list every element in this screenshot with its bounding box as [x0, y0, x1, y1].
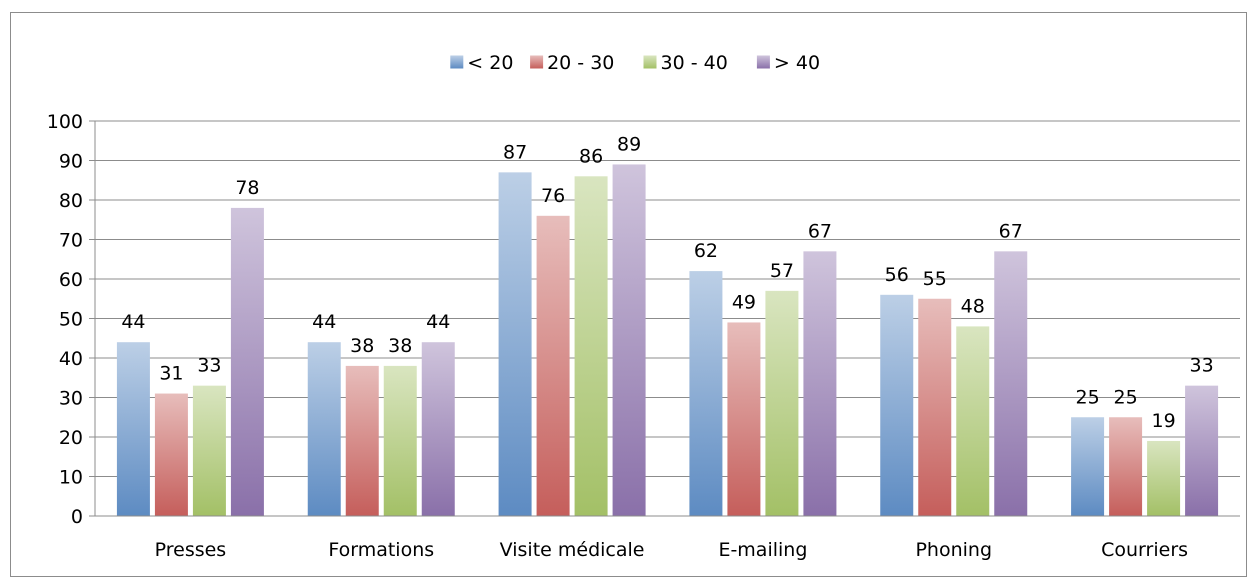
bar [880, 294, 914, 516]
y-tick-label: 50 [59, 309, 83, 331]
bar [727, 322, 761, 516]
data-label: 49 [732, 291, 756, 313]
bar [307, 342, 341, 516]
x-tick-label: Phoning [915, 539, 992, 561]
bar [498, 172, 532, 516]
bar [116, 342, 150, 516]
data-label: 76 [541, 185, 565, 207]
data-label: 44 [426, 311, 450, 333]
bar [536, 215, 570, 517]
data-label: 67 [808, 220, 832, 242]
y-tick-label: 40 [59, 348, 83, 370]
legend-label: > 40 [774, 52, 820, 74]
data-label: 48 [961, 295, 985, 317]
y-tick-label: 70 [59, 230, 83, 252]
x-tick-label: Formations [328, 539, 434, 561]
x-tick-label: Presses [155, 539, 227, 561]
y-tick-label: 0 [71, 506, 83, 528]
bar [230, 207, 264, 516]
x-tick-label: Courriers [1101, 539, 1188, 561]
y-tick-label: 90 [59, 151, 83, 173]
data-label: 86 [579, 145, 603, 167]
data-label: 38 [350, 335, 374, 357]
bars [116, 164, 1219, 517]
legend-swatch [643, 55, 657, 69]
x-tick-label: E-mailing [718, 539, 807, 561]
data-label: 44 [121, 311, 145, 333]
data-label: 55 [923, 268, 947, 290]
bar [918, 298, 952, 516]
data-label: 57 [770, 260, 794, 282]
legend-label: 20 - 30 [547, 52, 614, 74]
legend-swatch [530, 55, 544, 69]
y-tick-label: 60 [59, 269, 83, 291]
x-axis-labels: Presses Formations Visite médicale E-mailin… [155, 539, 1188, 561]
y-tick-label: 20 [59, 427, 83, 449]
bar [956, 326, 990, 516]
bar [994, 251, 1028, 516]
data-label: 44 [312, 311, 336, 333]
y-tick-label: 100 [47, 111, 83, 133]
gridlines [95, 120, 1240, 517]
bar [345, 365, 379, 516]
bar [192, 385, 226, 516]
data-label: 25 [1075, 386, 1099, 408]
y-tick-label: 10 [59, 467, 83, 489]
y-tick-label: 80 [59, 190, 83, 212]
y-axis-ticks: 0 10 20 30 40 50 60 70 80 90 100 [47, 111, 95, 528]
data-label: 33 [197, 355, 221, 377]
data-label: 89 [617, 133, 641, 155]
bar [1109, 417, 1143, 516]
data-label: 56 [885, 264, 909, 286]
legend-swatch [450, 55, 464, 69]
y-tick-label: 30 [59, 388, 83, 410]
legend-swatch [756, 55, 770, 69]
bar [421, 342, 455, 516]
x-tick-label: Visite médicale [500, 539, 645, 561]
data-labels: 44 31 33 78 44 38 38 44 87 76 86 89 62 49 57 67 56 55 48 67… [121, 133, 1213, 432]
bar [612, 164, 646, 516]
legend: < 20 20 - 30 30 - 40 > 40 [450, 52, 820, 74]
bar [689, 271, 723, 516]
bar [765, 290, 799, 516]
legend-label: 30 - 40 [661, 52, 728, 74]
bar [154, 393, 188, 516]
data-label: 67 [999, 220, 1023, 242]
bar [803, 251, 837, 516]
bar [1185, 385, 1219, 516]
data-label: 19 [1151, 410, 1175, 432]
bar [574, 176, 608, 517]
data-label: 78 [235, 177, 259, 199]
bar [1147, 440, 1181, 516]
bar [383, 365, 417, 516]
data-label: 87 [503, 141, 527, 163]
bar [1071, 417, 1105, 516]
data-label: 25 [1113, 386, 1137, 408]
data-label: 38 [388, 335, 412, 357]
legend-label: < 20 [467, 52, 513, 74]
data-label: 33 [1189, 355, 1213, 377]
data-label: 62 [694, 240, 718, 262]
data-label: 31 [159, 363, 183, 385]
